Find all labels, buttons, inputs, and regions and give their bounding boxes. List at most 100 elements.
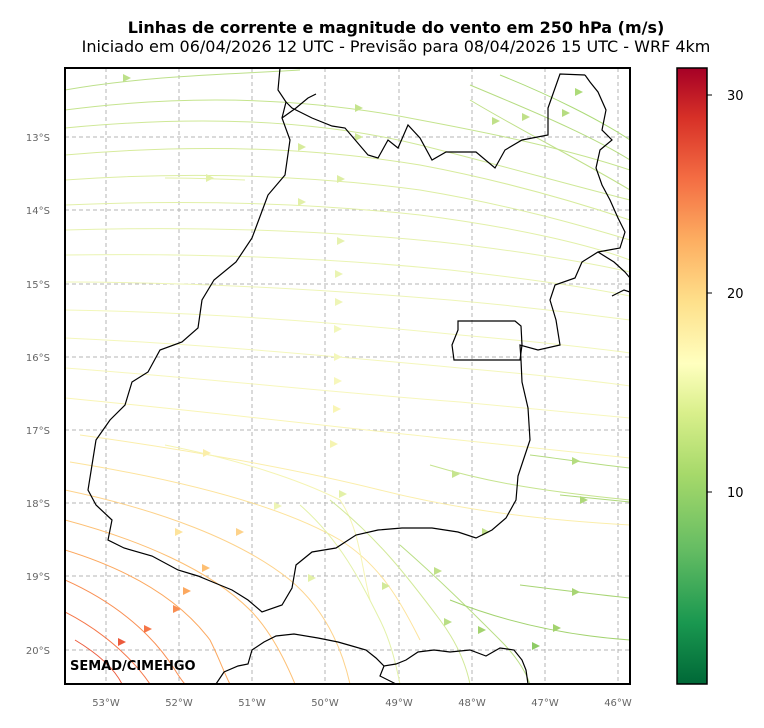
arrow-icon [144, 625, 152, 633]
lat-tick-label: 20°S [26, 646, 50, 657]
streamline [469, 99, 630, 191]
arrow-icon [333, 405, 341, 413]
arrow-icon [298, 143, 306, 151]
colorbar-tick-label: 10 [727, 486, 744, 501]
streamline [429, 464, 630, 501]
federal-district-outline [451, 320, 523, 361]
arrow-icon [337, 237, 345, 245]
lat-tick-label: 16°S [26, 353, 50, 364]
streamline [65, 147, 630, 221]
streamline [329, 499, 471, 684]
streamline [65, 120, 630, 201]
lat-tick-label: 15°S [26, 280, 50, 291]
streamline [65, 69, 301, 91]
lat-tick-label: 18°S [26, 499, 50, 510]
streamline [65, 254, 630, 297]
lon-tick-label: 49°W [385, 698, 413, 709]
colorbar-tick-label: 20 [727, 287, 744, 302]
arrow-icon [553, 624, 561, 632]
arrow-icon [118, 638, 126, 646]
streamline [65, 337, 630, 387]
streamline [449, 599, 630, 641]
lat-tick-label: 19°S [26, 572, 50, 583]
lon-tick-label: 52°W [165, 698, 193, 709]
streamline [164, 177, 246, 181]
lon-tick-label: 47°W [531, 698, 559, 709]
arrow-icon [355, 104, 363, 112]
streamline [65, 174, 630, 241]
lon-ticks: 53°W 52°W 51°W 50°W 49°W 48°W 47°W 46°W [92, 698, 632, 709]
map-title: Linhas de corrente e magnitude do vento … [127, 18, 665, 37]
arrow-icon [175, 528, 183, 536]
streamline [69, 461, 421, 641]
arrow-icon [444, 618, 452, 626]
colorbar: 30 20 10 [676, 67, 744, 685]
arrow-icon [572, 457, 580, 465]
arrow-icon [335, 270, 343, 278]
arrow-icon [452, 470, 460, 478]
lat-ticks: 13°S 14°S 15°S 16°S 17°S 18°S 19°S 20°S [26, 133, 50, 657]
arrow-icon [236, 528, 244, 536]
streamlines [65, 69, 630, 684]
lat-tick-label: 14°S [26, 206, 50, 217]
streamline [499, 74, 630, 141]
streamline [65, 309, 630, 354]
arrow-icon [492, 117, 500, 125]
arrow-icon [335, 298, 343, 306]
arrow-icon [580, 496, 588, 504]
streamline [469, 84, 630, 161]
streamline [399, 544, 531, 684]
streamline [65, 519, 296, 684]
arrow-icon [173, 605, 181, 613]
arrow-icon [572, 588, 580, 596]
arrow-icon [562, 109, 570, 117]
streamline [65, 397, 630, 459]
colorbar-gradient [676, 67, 708, 685]
arrow-icon [339, 490, 347, 498]
lat-tick-label: 13°S [26, 133, 50, 144]
arrow-icon [183, 587, 191, 595]
arrow-icon [382, 582, 390, 590]
lon-tick-label: 50°W [311, 698, 339, 709]
credit-label: SEMAD/CIMEHGO [70, 659, 196, 674]
map-frame [64, 67, 631, 685]
streamline [299, 504, 401, 684]
streamline [65, 228, 630, 273]
streamline [65, 579, 186, 684]
streamline-arrows [118, 74, 588, 650]
arrow-icon [274, 502, 282, 510]
colorbar-tick-label: 30 [727, 89, 744, 104]
arrow-icon [478, 626, 486, 634]
lon-tick-label: 46°W [604, 698, 632, 709]
arrow-icon [355, 133, 363, 141]
streamline [164, 444, 371, 601]
streamline [65, 281, 630, 321]
streamline [65, 489, 351, 684]
streamline [65, 201, 630, 261]
streamline [79, 434, 630, 526]
arrow-icon [298, 198, 306, 206]
streamline [65, 549, 231, 684]
arrow-icon [308, 574, 316, 582]
arrow-icon [434, 567, 442, 575]
arrow-icon [334, 325, 342, 333]
arrow-icon [334, 377, 342, 385]
arrow-icon [334, 353, 342, 361]
arrow-icon [337, 175, 345, 183]
streamline [65, 367, 630, 419]
arrow-icon [575, 88, 583, 96]
arrow-icon [202, 564, 210, 572]
arrow-icon [522, 113, 530, 121]
arrow-icon [203, 449, 211, 457]
arrow-icon [206, 174, 214, 182]
arrow-icon [123, 74, 131, 82]
arrow-icon [532, 642, 540, 650]
lon-tick-label: 53°W [92, 698, 120, 709]
streamline [559, 494, 630, 503]
streamline [74, 639, 123, 684]
lon-tick-label: 48°W [458, 698, 486, 709]
lat-tick-label: 17°S [26, 426, 50, 437]
streamline [529, 454, 630, 469]
arrow-icon [330, 440, 338, 448]
